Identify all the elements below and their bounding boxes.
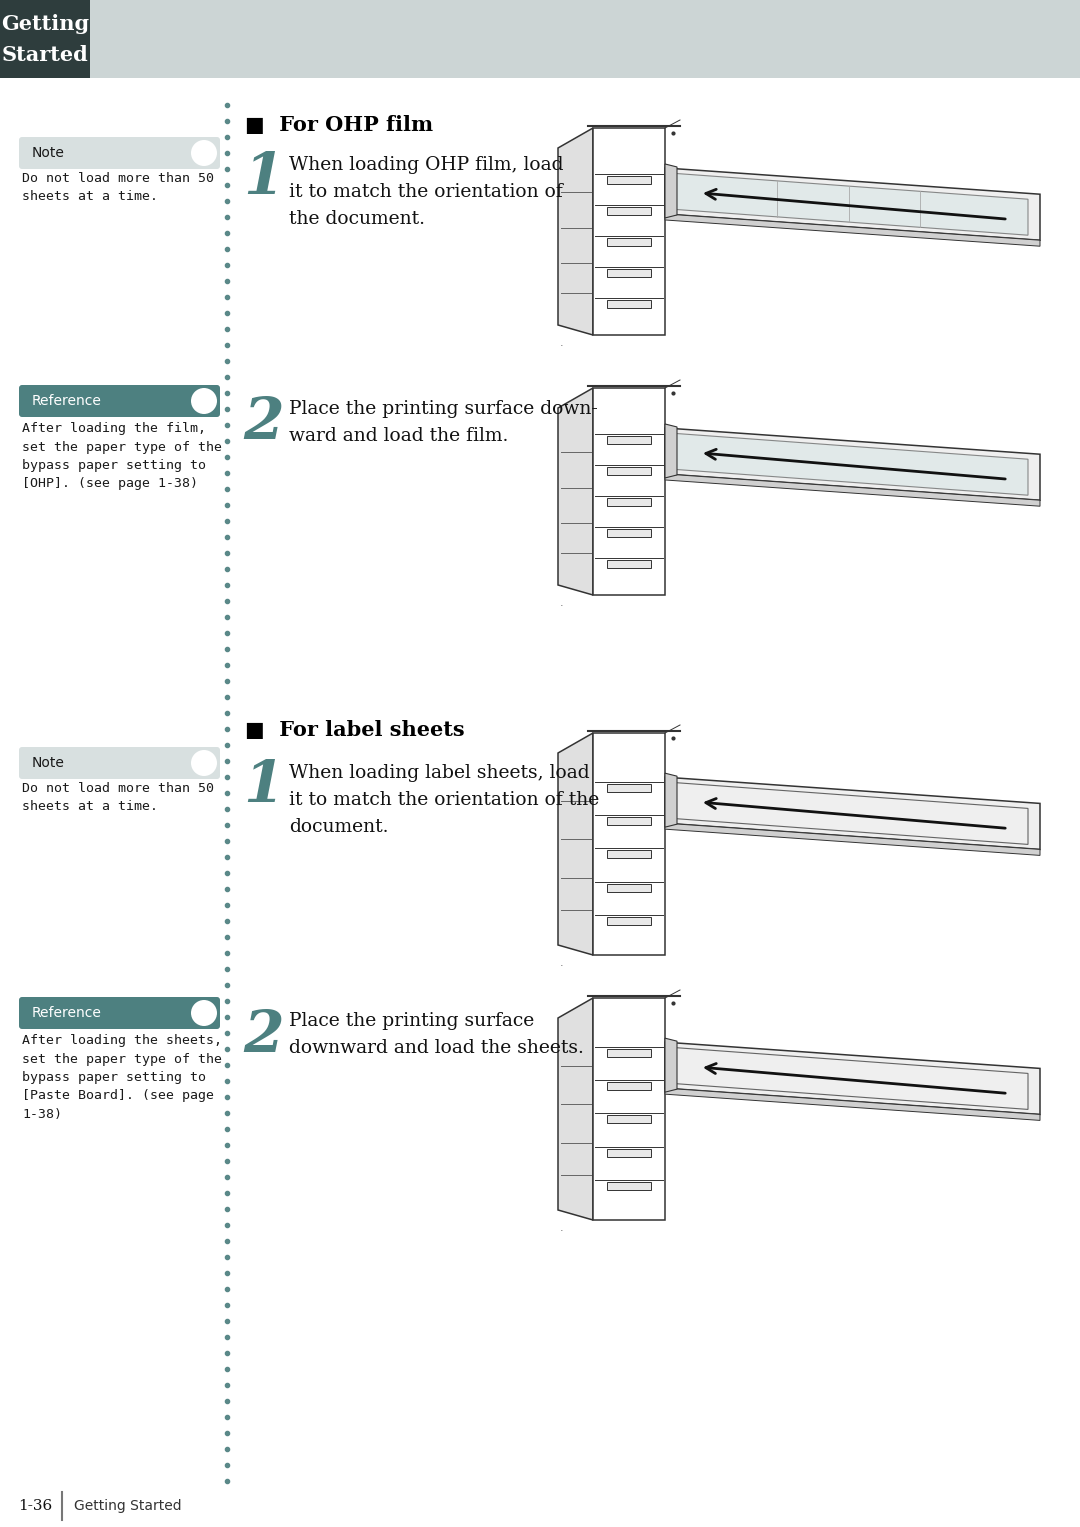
FancyBboxPatch shape (19, 747, 220, 779)
Polygon shape (607, 918, 650, 925)
Polygon shape (665, 214, 1040, 246)
Polygon shape (607, 560, 650, 568)
Polygon shape (669, 434, 1028, 495)
Polygon shape (607, 817, 650, 825)
Polygon shape (665, 163, 677, 218)
Text: Reference: Reference (32, 394, 102, 408)
Text: .: . (561, 337, 564, 348)
Polygon shape (607, 1148, 650, 1157)
Text: .: . (561, 957, 564, 968)
Polygon shape (593, 388, 665, 596)
Text: Getting: Getting (1, 14, 89, 34)
Polygon shape (665, 823, 1040, 855)
Text: Note: Note (32, 147, 65, 160)
Text: 1: 1 (243, 757, 284, 814)
Polygon shape (665, 773, 677, 828)
Polygon shape (607, 1049, 650, 1057)
Polygon shape (665, 473, 1040, 507)
Text: .: . (561, 599, 564, 608)
Polygon shape (607, 467, 650, 475)
Text: 2: 2 (243, 1008, 284, 1064)
Polygon shape (558, 733, 593, 954)
FancyBboxPatch shape (19, 385, 220, 417)
Polygon shape (607, 1083, 650, 1090)
Text: After loading the sheets,
set the paper type of the
bypass paper setting to
[Pas: After loading the sheets, set the paper … (22, 1034, 222, 1121)
Polygon shape (669, 1048, 1028, 1110)
Polygon shape (607, 299, 650, 308)
Polygon shape (607, 498, 650, 505)
Polygon shape (607, 851, 650, 858)
Polygon shape (593, 128, 665, 334)
Polygon shape (665, 425, 677, 478)
Text: 1-36: 1-36 (18, 1500, 52, 1513)
Text: Place the printing surface down-
ward and load the film.: Place the printing surface down- ward an… (289, 400, 598, 444)
Polygon shape (558, 999, 593, 1220)
Polygon shape (665, 428, 1040, 501)
Circle shape (191, 1000, 217, 1026)
Polygon shape (607, 238, 650, 246)
Text: 1: 1 (243, 150, 284, 206)
Polygon shape (607, 1115, 650, 1124)
Polygon shape (665, 1038, 677, 1092)
Polygon shape (593, 999, 665, 1220)
Polygon shape (607, 884, 650, 892)
Circle shape (191, 388, 217, 414)
Polygon shape (607, 435, 650, 443)
Text: Place the printing surface
downward and load the sheets.: Place the printing surface downward and … (289, 1012, 584, 1057)
FancyBboxPatch shape (19, 997, 220, 1029)
Polygon shape (558, 388, 593, 596)
Text: ■  For label sheets: ■ For label sheets (245, 721, 464, 741)
Polygon shape (607, 783, 650, 793)
FancyBboxPatch shape (19, 137, 220, 169)
Polygon shape (669, 782, 1028, 844)
Polygon shape (607, 176, 650, 183)
Text: Do not load more than 50
sheets at a time.: Do not load more than 50 sheets at a tim… (22, 782, 214, 814)
Text: .: . (561, 1223, 564, 1232)
Circle shape (191, 750, 217, 776)
FancyBboxPatch shape (0, 0, 90, 78)
Polygon shape (669, 173, 1028, 235)
Polygon shape (607, 269, 650, 276)
Polygon shape (665, 1089, 1040, 1121)
Polygon shape (665, 777, 1040, 849)
Polygon shape (665, 1041, 1040, 1115)
FancyBboxPatch shape (90, 0, 1080, 78)
Text: 2: 2 (243, 395, 284, 452)
Text: Do not load more than 50
sheets at a time.: Do not load more than 50 sheets at a tim… (22, 173, 214, 203)
Polygon shape (607, 1182, 650, 1190)
Text: Started: Started (2, 44, 89, 66)
Text: Note: Note (32, 756, 65, 770)
Text: Reference: Reference (32, 1006, 102, 1020)
Polygon shape (607, 528, 650, 536)
Polygon shape (607, 206, 650, 215)
Circle shape (191, 140, 217, 166)
Polygon shape (593, 733, 665, 954)
Text: Getting Started: Getting Started (75, 1500, 181, 1513)
Polygon shape (665, 168, 1040, 240)
Polygon shape (558, 128, 593, 334)
Text: When loading OHP film, load
it to match the orientation of
the document.: When loading OHP film, load it to match … (289, 156, 564, 228)
Text: When loading label sheets, load
it to match the orientation of the
document.: When loading label sheets, load it to ma… (289, 764, 599, 837)
Text: ■  For OHP film: ■ For OHP film (245, 115, 433, 134)
Text: After loading the film,
set the paper type of the
bypass paper setting to
[OHP].: After loading the film, set the paper ty… (22, 421, 222, 490)
